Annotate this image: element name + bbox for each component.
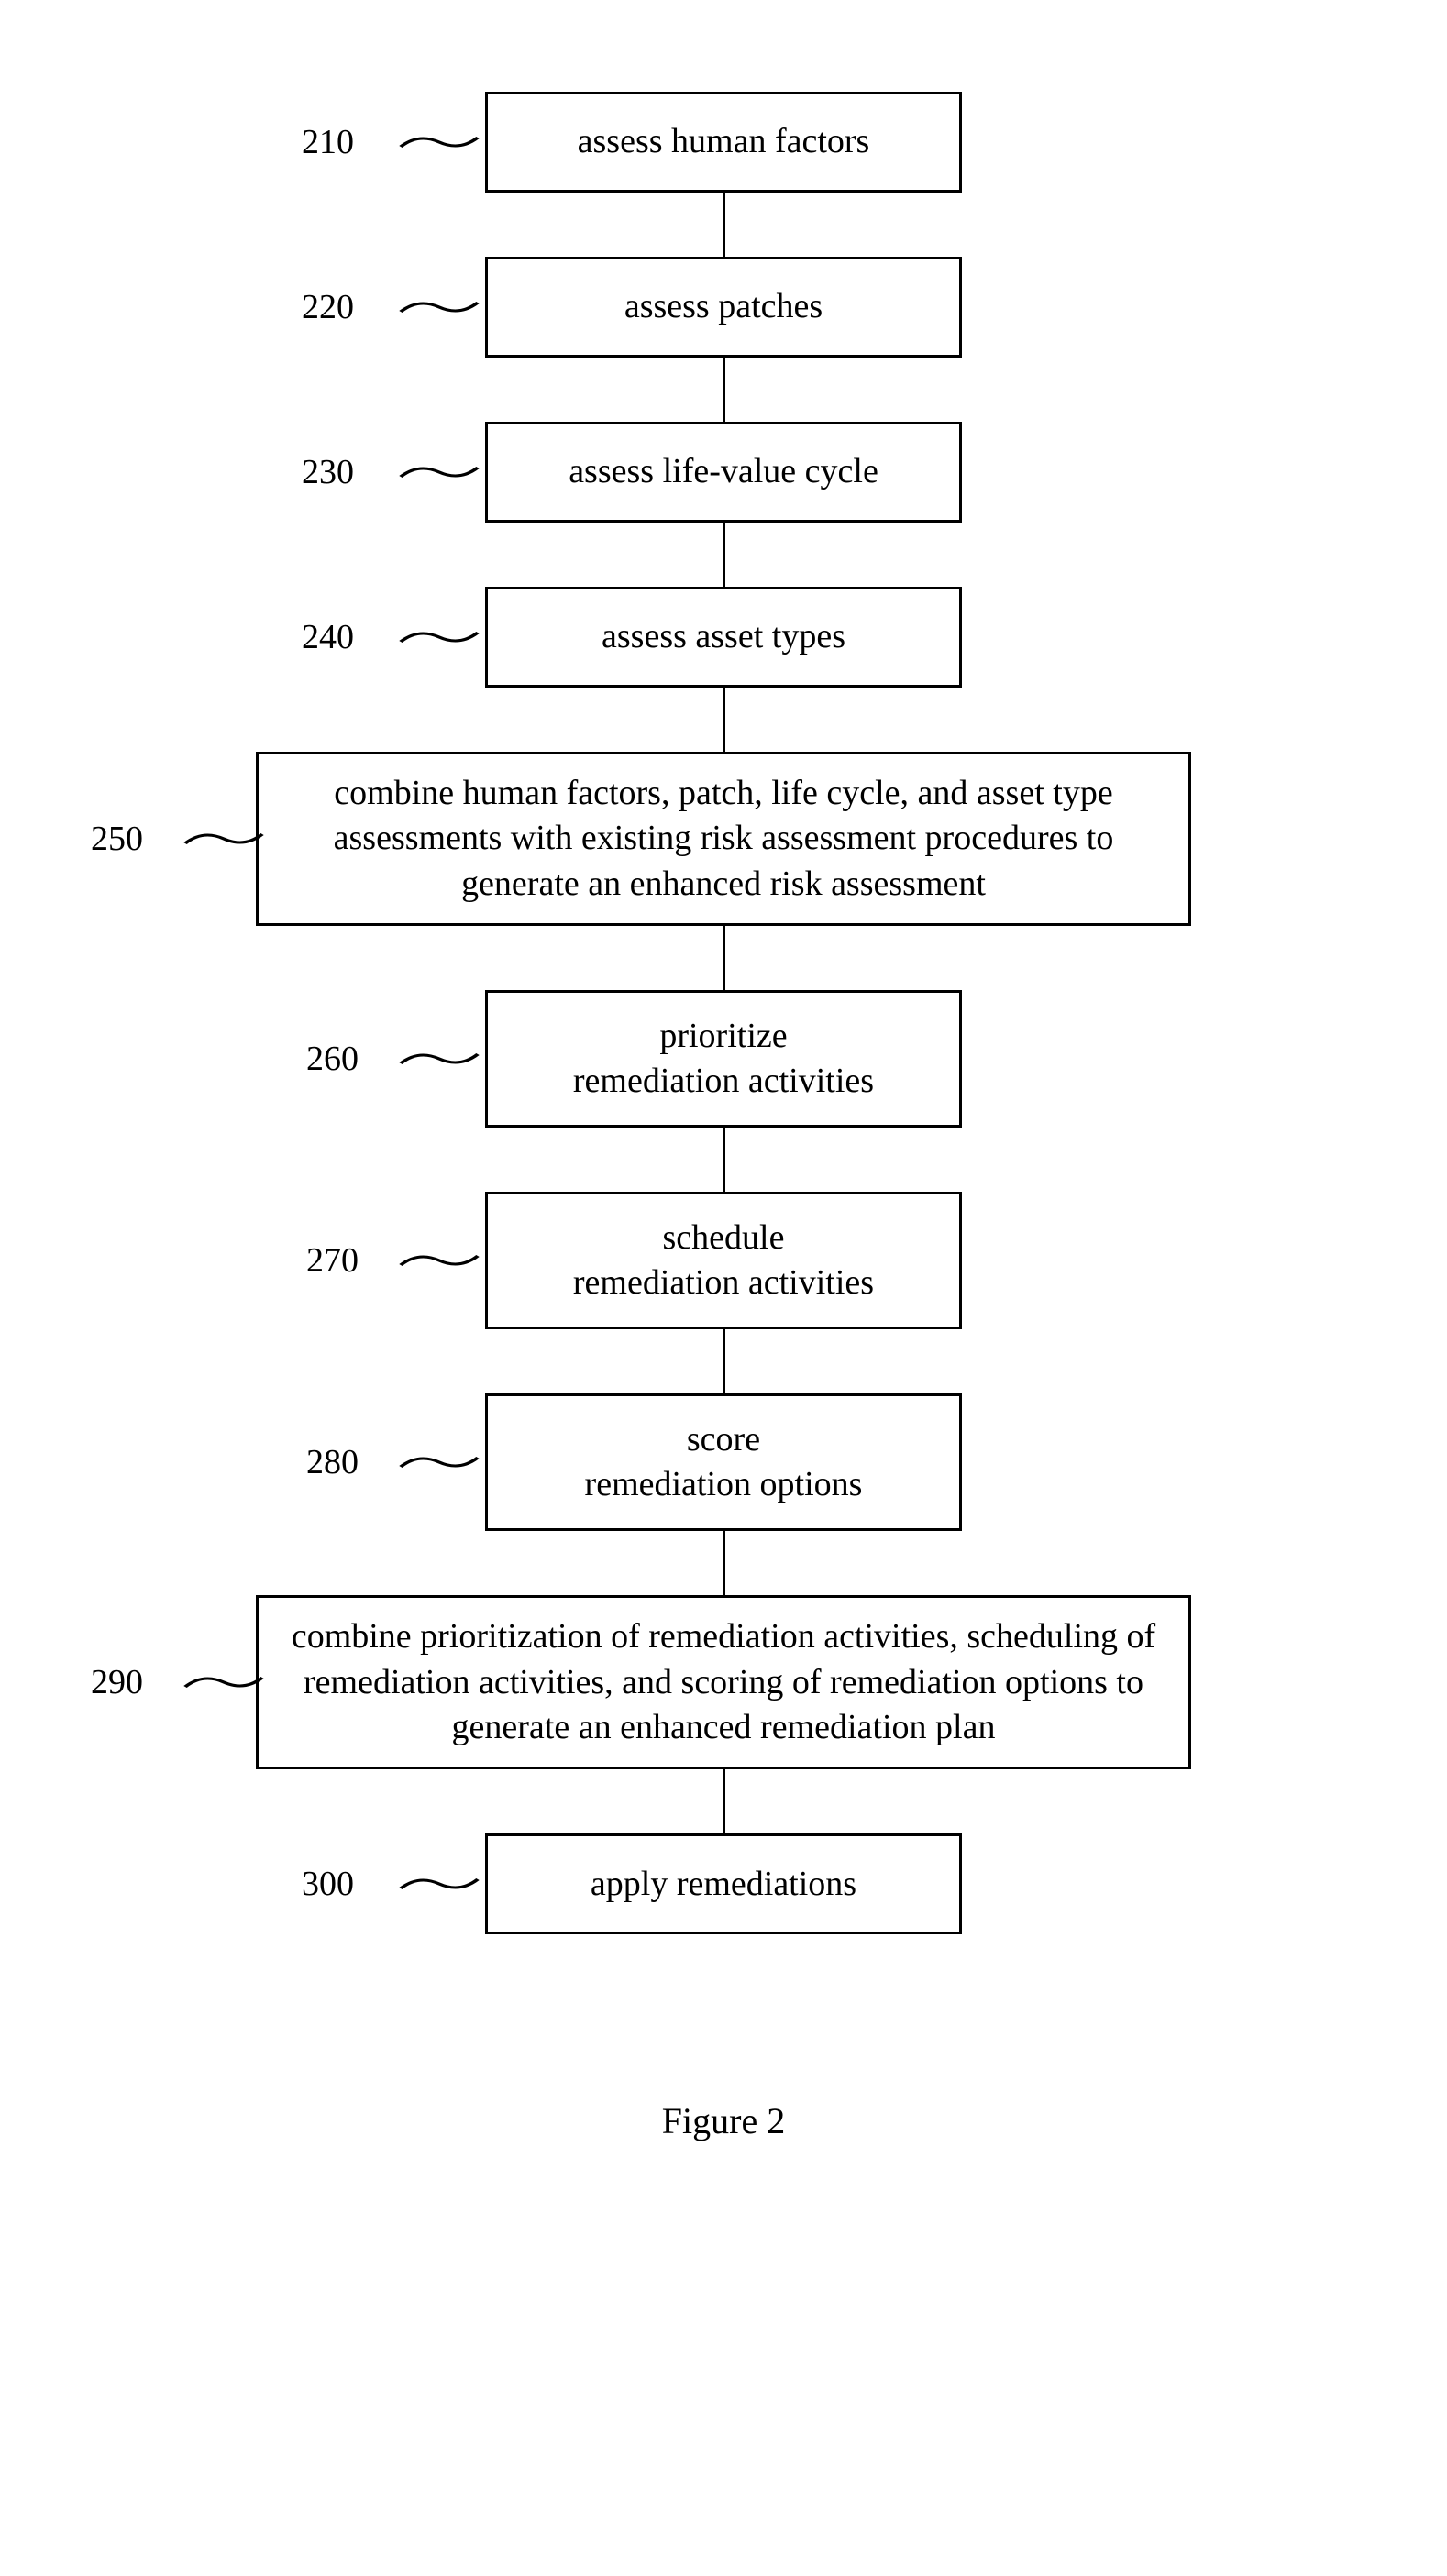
node-row-250: 250 combine human factors, patch, life c… <box>37 752 1410 926</box>
connector <box>723 358 725 422</box>
node-box-260: prioritize remediation activities <box>485 990 962 1128</box>
connector <box>723 1128 725 1192</box>
node-row-300: 300 apply remediations <box>37 1833 1410 1934</box>
node-row-230: 230 assess life-value cycle <box>37 422 1410 523</box>
connector <box>723 523 725 587</box>
node-label-290: 290 <box>91 1662 143 1702</box>
node-label-230: 230 <box>302 452 354 492</box>
node-label-280: 280 <box>306 1442 359 1482</box>
connector <box>723 1531 725 1595</box>
tilde-icon <box>398 1045 480 1073</box>
connector <box>723 193 725 257</box>
tilde-icon <box>182 825 265 853</box>
node-label-240: 240 <box>302 617 354 657</box>
node-text-290: combine prioritization of remediation ac… <box>286 1614 1161 1750</box>
connector <box>723 688 725 752</box>
flowchart-container: 210 assess human factors 220 assess patc… <box>37 92 1410 1934</box>
tilde-icon <box>398 293 480 321</box>
tilde-icon <box>182 1668 265 1696</box>
connector <box>723 926 725 990</box>
node-box-280: score remediation options <box>485 1393 962 1531</box>
node-box-210: assess human factors <box>485 92 962 193</box>
tilde-icon <box>398 1870 480 1898</box>
node-label-300: 300 <box>302 1864 354 1904</box>
node-row-260: 260 prioritize remediation activities <box>37 990 1410 1128</box>
tilde-icon <box>398 458 480 486</box>
node-text-250: combine human factors, patch, life cycle… <box>286 771 1161 907</box>
node-label-220: 220 <box>302 287 354 327</box>
node-label-270: 270 <box>306 1240 359 1281</box>
node-text-260: prioritize remediation activities <box>573 1014 874 1105</box>
node-label-260: 260 <box>306 1039 359 1079</box>
node-text-280: score remediation options <box>585 1417 863 1508</box>
node-text-270: schedule remediation activities <box>573 1216 874 1306</box>
node-text-220: assess patches <box>624 284 823 329</box>
tilde-icon <box>398 623 480 651</box>
connector <box>723 1329 725 1393</box>
node-box-250: combine human factors, patch, life cycle… <box>256 752 1191 926</box>
node-row-210: 210 assess human factors <box>37 92 1410 193</box>
tilde-icon <box>398 1247 480 1274</box>
node-label-210: 210 <box>302 122 354 162</box>
node-label-250: 250 <box>91 819 143 859</box>
node-row-240: 240 assess asset types <box>37 587 1410 688</box>
node-text-210: assess human factors <box>578 119 870 164</box>
node-text-230: assess life-value cycle <box>569 449 878 494</box>
node-row-280: 280 score remediation options <box>37 1393 1410 1531</box>
node-text-300: apply remediations <box>591 1862 856 1907</box>
node-box-240: assess asset types <box>485 587 962 688</box>
node-box-220: assess patches <box>485 257 962 358</box>
node-text-240: assess asset types <box>602 614 845 659</box>
connector <box>723 1769 725 1833</box>
tilde-icon <box>398 128 480 156</box>
tilde-icon <box>398 1448 480 1476</box>
node-row-290: 290 combine prioritization of remediatio… <box>37 1595 1410 1769</box>
node-row-220: 220 assess patches <box>37 257 1410 358</box>
node-box-230: assess life-value cycle <box>485 422 962 523</box>
figure-caption: Figure 2 <box>662 2099 785 2142</box>
node-box-290: combine prioritization of remediation ac… <box>256 1595 1191 1769</box>
node-box-300: apply remediations <box>485 1833 962 1934</box>
node-row-270: 270 schedule remediation activities <box>37 1192 1410 1329</box>
node-box-270: schedule remediation activities <box>485 1192 962 1329</box>
